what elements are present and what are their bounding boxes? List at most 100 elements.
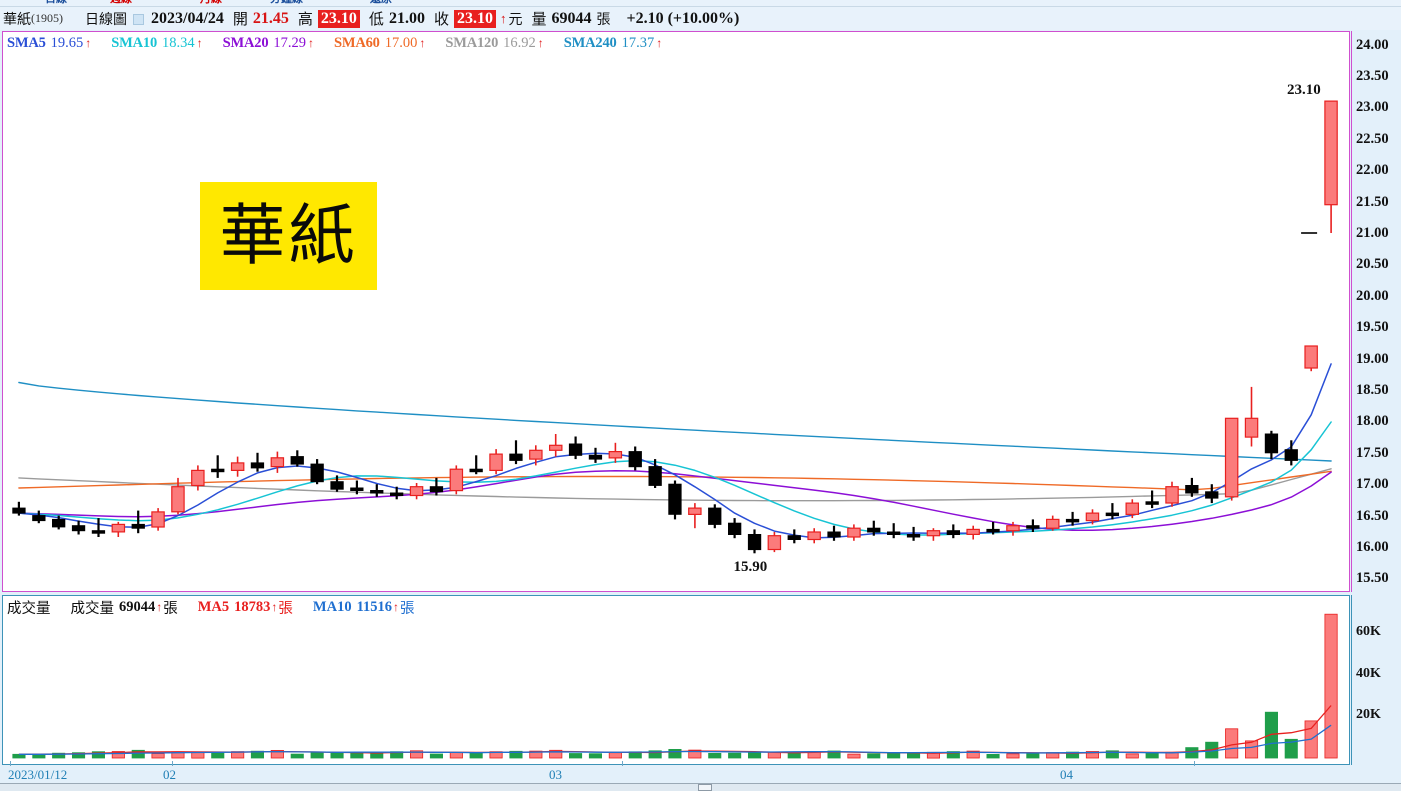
sma20-line bbox=[18, 469, 1332, 532]
sma20-name: SMA20 bbox=[222, 35, 269, 51]
volume-ma5[interactable]: MA5 18783 ↑ 張 bbox=[198, 597, 293, 618]
candle-body bbox=[12, 507, 26, 514]
sma120-name: SMA120 bbox=[445, 35, 499, 51]
chart-kind-label[interactable]: 日線圖 bbox=[85, 12, 127, 28]
candle-body bbox=[250, 462, 265, 469]
sma-legend: SMA5 19.65 ↑ SMA10 18.34 ↑ SMA20 17.29 ↑… bbox=[7, 34, 682, 53]
sma240-name: SMA240 bbox=[563, 35, 617, 51]
clipped-toolbar-strip[interactable]: 日線 週線 月線 分鐘線 還原 bbox=[0, 0, 1401, 7]
candle-body bbox=[986, 528, 1000, 533]
volume-bar bbox=[1125, 753, 1139, 759]
volume-bar bbox=[1225, 728, 1239, 759]
candlestick bbox=[489, 449, 503, 475]
chevron-down-icon[interactable] bbox=[133, 14, 144, 25]
candlestick bbox=[1185, 477, 1199, 497]
sma-legend-item-sma5[interactable]: SMA5 19.65 ↑ bbox=[7, 35, 91, 52]
open-label: 開 bbox=[232, 12, 248, 28]
sma-legend-item-sma240[interactable]: SMA240 17.37 ↑ bbox=[564, 35, 662, 52]
toolbar-fragment-2[interactable]: 月線 bbox=[200, 0, 222, 5]
date-axis-tick bbox=[1194, 761, 1195, 766]
date-axis-tick bbox=[622, 761, 623, 766]
candlestick bbox=[728, 518, 742, 539]
sma10-name: SMA10 bbox=[111, 35, 158, 51]
candle-body bbox=[370, 490, 384, 494]
sma-legend-item-sma20[interactable]: SMA20 17.29 ↑ bbox=[223, 35, 314, 52]
open-value: 21.45 bbox=[252, 9, 289, 27]
scrollbar-thumb[interactable] bbox=[698, 784, 712, 791]
sma10-line bbox=[18, 421, 1332, 536]
volume-chart-panel[interactable]: 成交量 成交量 69044 ↑ 張 MA5 18783 ↑ 張 MA10 115… bbox=[2, 595, 1350, 765]
volume-panel-title: 成交量 bbox=[7, 601, 51, 617]
last-price-annotation: 23.10 bbox=[1287, 82, 1321, 99]
quote-header-bar: 華紙 (1905) 日線圖 2023/04/24 開 21.45 高 23.10 … bbox=[0, 7, 1401, 30]
low-value: 21.00 bbox=[388, 9, 425, 27]
candlestick bbox=[688, 503, 702, 529]
volume-axis[interactable]: 60K 40K 20K bbox=[1351, 595, 1401, 765]
candle-body bbox=[847, 527, 861, 538]
sma10-arrow-icon: ↑ bbox=[196, 36, 203, 50]
volume-series-unit: 張 bbox=[163, 601, 178, 617]
volume-bar bbox=[409, 750, 424, 759]
candlestick bbox=[588, 447, 603, 463]
volume-chart-canvas[interactable] bbox=[3, 596, 1349, 764]
date-axis-label: 03 bbox=[549, 767, 562, 782]
sma-legend-item-sma60[interactable]: SMA60 17.00 ↑ bbox=[334, 35, 425, 52]
price-chart-canvas[interactable] bbox=[3, 32, 1349, 591]
volume-series[interactable]: 成交量 69044 ↑ 張 bbox=[71, 597, 178, 618]
toolbar-fragment-1[interactable]: 週線 bbox=[110, 0, 132, 5]
candlestick bbox=[847, 524, 861, 541]
toolbar-fragment-4[interactable]: 還原 bbox=[370, 0, 392, 5]
candlestick bbox=[52, 515, 66, 530]
volume-ma10[interactable]: MA10 11516 ↑ 張 bbox=[313, 597, 415, 618]
volume-bar bbox=[529, 750, 543, 759]
price-axis[interactable]: 24.00 23.50 23.00 22.50 22.00 21.50 21.00 20.50… bbox=[1351, 31, 1401, 592]
volume-ma5-arrow-icon: ↑ bbox=[271, 600, 278, 614]
volume-bar bbox=[569, 753, 583, 759]
toolbar-fragment-0[interactable]: 日線 bbox=[45, 0, 67, 5]
candlestick bbox=[1125, 499, 1139, 519]
sma60-name: SMA60 bbox=[334, 35, 380, 51]
volume-bar bbox=[330, 752, 344, 759]
sma120-arrow-icon: ↑ bbox=[537, 36, 544, 50]
candlestick bbox=[409, 483, 424, 500]
candlestick bbox=[1205, 484, 1219, 504]
candle-body bbox=[1085, 512, 1100, 522]
volume-unit: 張 bbox=[596, 12, 611, 28]
sma-legend-item-sma10[interactable]: SMA10 18.34 ↑ bbox=[111, 35, 202, 52]
candle-body bbox=[906, 534, 921, 538]
volume-bar bbox=[429, 753, 443, 759]
volume-bar bbox=[887, 752, 901, 759]
candlestick bbox=[986, 521, 1000, 535]
date-axis[interactable]: 2023/01/12 02 03 04 bbox=[0, 761, 1401, 783]
candlestick bbox=[1045, 515, 1060, 531]
candlestick bbox=[807, 528, 821, 544]
sma-legend-item-sma120[interactable]: SMA120 16.92 ↑ bbox=[445, 35, 543, 52]
candle-body bbox=[728, 522, 742, 536]
volume-bar bbox=[1324, 613, 1338, 759]
volume-bar bbox=[1085, 751, 1100, 759]
candle-body bbox=[211, 468, 225, 473]
candlestick bbox=[370, 484, 384, 497]
price-axis-tick: 16.00 bbox=[1356, 539, 1389, 556]
candlestick bbox=[270, 451, 285, 473]
price-chart-panel[interactable]: SMA5 19.65 ↑ SMA10 18.34 ↑ SMA20 17.29 ↑… bbox=[2, 31, 1350, 592]
candlestick bbox=[449, 465, 464, 495]
candle-body bbox=[290, 456, 304, 465]
candle-body bbox=[688, 507, 702, 516]
candle-body bbox=[628, 451, 642, 468]
volume-bar bbox=[310, 752, 324, 759]
horizontal-scrollbar[interactable] bbox=[0, 783, 1401, 791]
candle-body bbox=[787, 535, 801, 541]
candle-body bbox=[91, 530, 106, 534]
sma240-arrow-icon: ↑ bbox=[656, 36, 663, 50]
candlestick bbox=[111, 521, 126, 537]
candlestick bbox=[32, 510, 46, 524]
toolbar-fragment-3[interactable]: 分鐘線 bbox=[270, 0, 303, 5]
sma5-arrow-icon: ↑ bbox=[85, 36, 92, 50]
candlestick bbox=[1026, 519, 1040, 532]
sma60-value: 17.00 bbox=[384, 35, 418, 51]
sma20-arrow-icon: ↑ bbox=[308, 36, 315, 50]
candlestick bbox=[1284, 440, 1298, 466]
candlestick bbox=[1304, 345, 1318, 372]
